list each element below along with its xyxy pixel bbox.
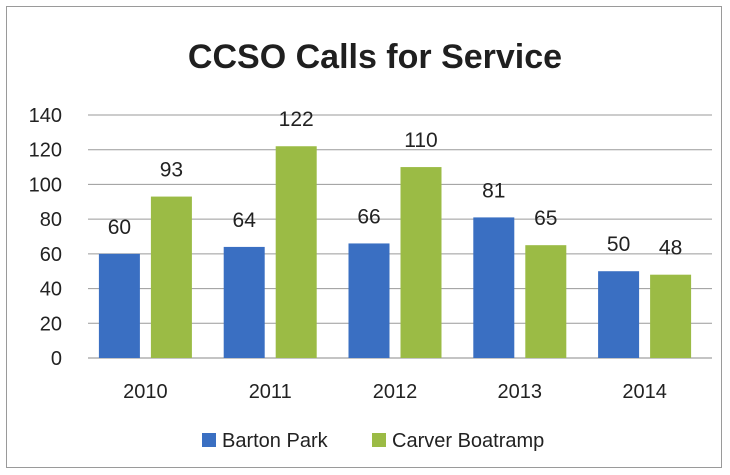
- bars: [98, 146, 692, 358]
- x-tick-label: 2014: [622, 381, 667, 403]
- chart-title: CCSO Calls for Service: [188, 38, 562, 76]
- bar-carver-boatramp: [650, 274, 692, 358]
- bar-carver-boatramp: [275, 146, 317, 358]
- bar-barton-park: [98, 253, 140, 358]
- x-axis: 2010 2011 2012 2013 2014: [123, 381, 667, 403]
- data-label: 64: [233, 209, 257, 232]
- legend-label: Carver Boatramp: [392, 430, 544, 452]
- data-labels: 60 93 64 122 66 110 81 65 50 48: [108, 108, 683, 259]
- bar-barton-park: [473, 217, 515, 358]
- bar-barton-park: [598, 271, 640, 358]
- data-label: 81: [482, 179, 505, 202]
- data-label: 122: [279, 108, 314, 131]
- legend-label: Barton Park: [222, 430, 329, 452]
- x-tick-label: 2010: [123, 381, 168, 403]
- y-tick-label: 80: [40, 209, 62, 231]
- data-label: 48: [659, 237, 682, 260]
- bar-barton-park: [348, 243, 390, 358]
- y-tick-label: 20: [40, 313, 62, 335]
- bar-carver-boatramp: [150, 196, 192, 358]
- data-label: 60: [108, 216, 131, 239]
- y-tick-label: 140: [29, 105, 62, 127]
- chart-frame: [6, 6, 722, 468]
- legend-swatch: [202, 433, 216, 447]
- legend-item-barton-park: Barton Park: [202, 430, 329, 452]
- y-tick-label: 0: [51, 348, 62, 370]
- y-tick-label: 120: [29, 140, 62, 162]
- x-tick-label: 2011: [249, 381, 292, 403]
- bar-carver-boatramp: [400, 167, 442, 358]
- data-label: 65: [534, 207, 557, 230]
- bar-carver-boatramp: [525, 245, 567, 358]
- y-axis: 0 20 40 60 80 100 120 140: [29, 105, 62, 370]
- bar-barton-park: [223, 246, 265, 358]
- data-label: 93: [160, 159, 183, 182]
- y-tick-label: 40: [40, 279, 62, 301]
- x-tick-label: 2013: [498, 381, 543, 403]
- data-label: 50: [607, 233, 630, 256]
- legend-swatch: [372, 433, 386, 447]
- legend: Barton Park Carver Boatramp: [202, 430, 544, 452]
- data-label: 66: [357, 205, 380, 228]
- y-tick-label: 60: [40, 244, 62, 266]
- y-tick-label: 100: [29, 174, 62, 196]
- legend-item-carver-boatramp: Carver Boatramp: [372, 430, 544, 452]
- x-tick-label: 2012: [373, 381, 418, 403]
- data-label: 110: [404, 129, 437, 152]
